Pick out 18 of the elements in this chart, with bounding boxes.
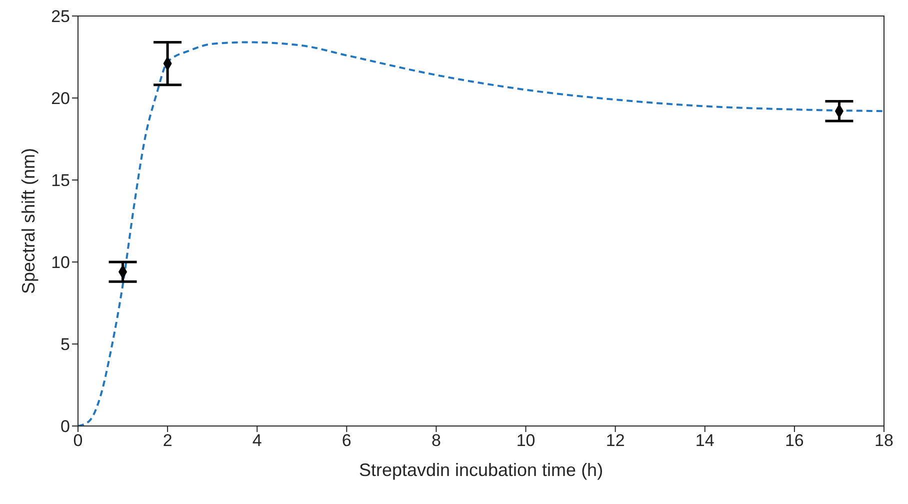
- x-tick-label: 12: [606, 431, 625, 450]
- y-tick-label: 20: [51, 89, 70, 108]
- x-tick-label: 4: [252, 431, 262, 450]
- x-tick-label: 10: [516, 431, 536, 450]
- x-tick-label: 14: [695, 431, 714, 450]
- y-axis-title: Spectral shift (nm): [18, 148, 38, 294]
- x-axis-title: Streptavdin incubation time (h): [358, 460, 604, 480]
- x-tick-label: 16: [784, 431, 804, 450]
- x-tick-label: 0: [73, 431, 83, 450]
- x-tick-label: 2: [162, 431, 172, 450]
- y-tick-label: 0: [60, 417, 70, 436]
- y-tick-label: 15: [51, 171, 70, 190]
- x-tick-label: 6: [342, 431, 352, 450]
- x-tick-label: 18: [874, 431, 894, 450]
- y-tick-label: 10: [51, 253, 70, 272]
- y-tick-label: 5: [60, 335, 70, 354]
- y-tick-label: 25: [51, 7, 70, 26]
- x-tick-label: 8: [431, 431, 441, 450]
